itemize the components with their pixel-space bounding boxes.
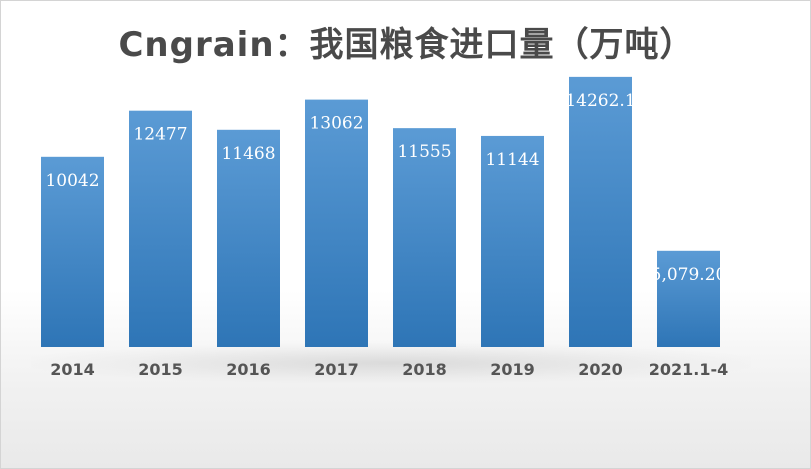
bar-2021.1-4 bbox=[657, 250, 720, 347]
data-label-2014: 10042 bbox=[45, 171, 99, 191]
bar-2020 bbox=[569, 76, 632, 347]
floor-shadow bbox=[31, 343, 751, 383]
x-tick-2014: 2014 bbox=[50, 360, 95, 379]
data-label-2016: 11468 bbox=[221, 144, 275, 164]
x-tick-2019: 2019 bbox=[490, 360, 535, 379]
data-label-2019: 11144 bbox=[485, 150, 539, 170]
x-tick-2021.1-4: 2021.1-4 bbox=[649, 360, 729, 379]
x-tick-2016: 2016 bbox=[226, 360, 271, 379]
bar-2015 bbox=[129, 110, 192, 347]
data-label-2018: 11555 bbox=[397, 142, 451, 162]
bars-group bbox=[41, 76, 720, 348]
x-tick-labels-group: 2014 2015 2016 2017 2018 2019 2020 2021.1-4 bbox=[50, 360, 728, 379]
data-labels-group: 10042 12477 11468 13062 11555 11144 14262.1 5,0… bbox=[45, 91, 726, 285]
data-label-2021.1-4: 5,079.20 bbox=[651, 265, 727, 285]
x-tick-2020: 2020 bbox=[578, 360, 623, 379]
bar-2016 bbox=[217, 129, 280, 347]
bar-2018 bbox=[393, 128, 456, 347]
x-tick-2018: 2018 bbox=[402, 360, 447, 379]
data-label-2015: 12477 bbox=[133, 125, 187, 145]
chart-title: Cngrain：我国粮食进口量（万吨） bbox=[118, 25, 695, 65]
bar-2017 bbox=[305, 99, 368, 348]
bar-2019 bbox=[481, 135, 544, 347]
data-label-2017: 13062 bbox=[309, 114, 363, 134]
x-tick-2017: 2017 bbox=[314, 360, 359, 379]
x-tick-2015: 2015 bbox=[138, 360, 183, 379]
bar-2014 bbox=[41, 156, 104, 347]
data-label-2020: 14262.1 bbox=[565, 91, 635, 111]
